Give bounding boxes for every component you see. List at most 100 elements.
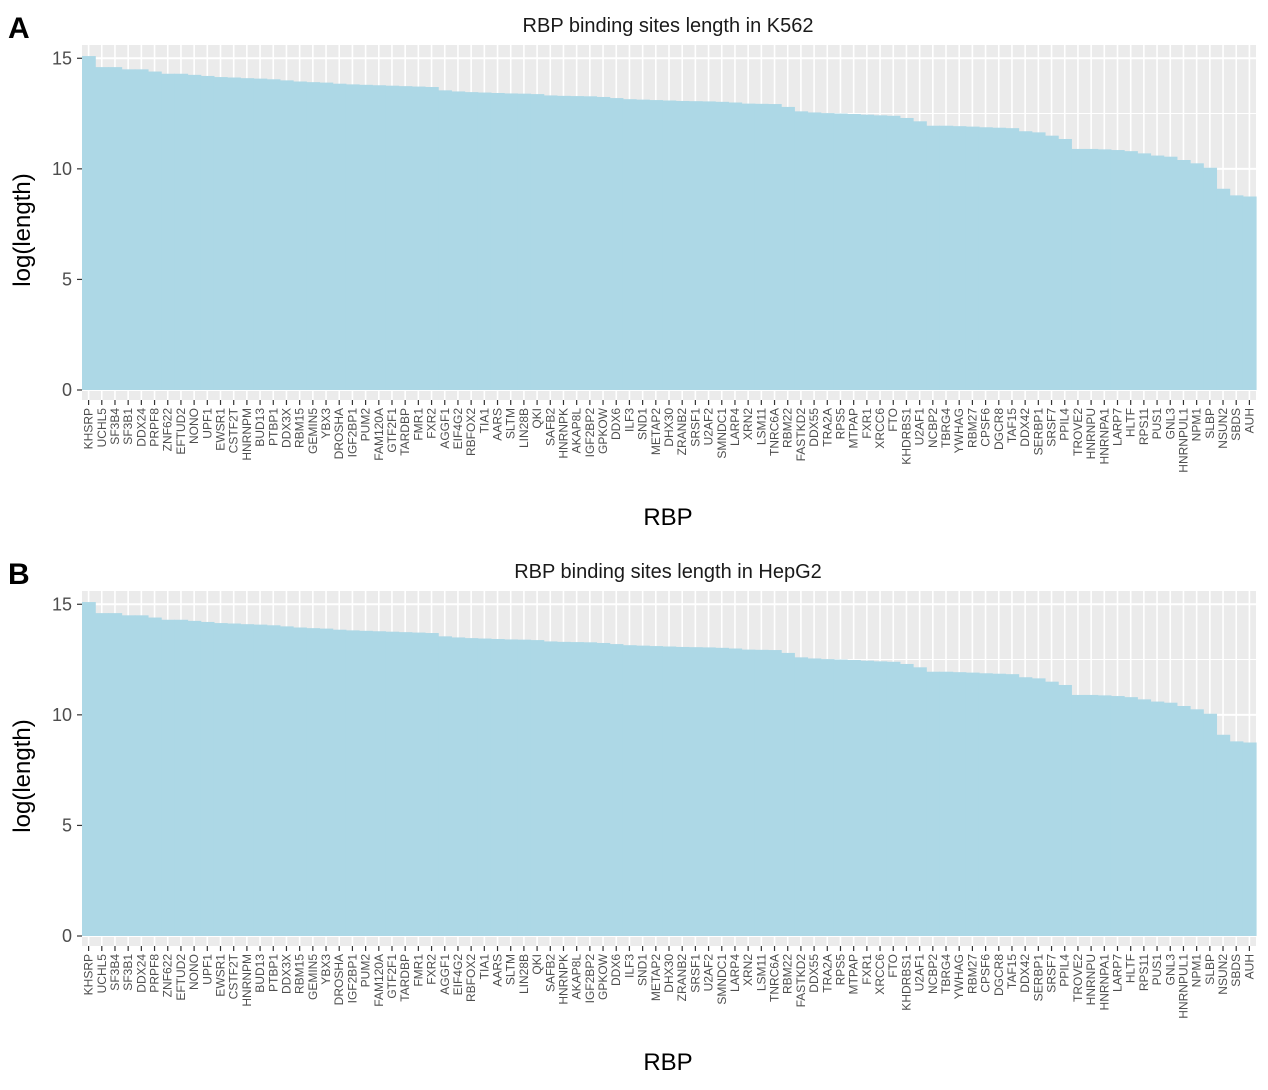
bar-EWSR1 (213, 623, 228, 936)
x-tick-label: SLTM (504, 408, 518, 439)
bar-PRPF8 (147, 617, 162, 936)
bar-TAF15 (1005, 674, 1020, 936)
bar-SLBP (1203, 167, 1218, 390)
bar-XRN2 (741, 649, 756, 936)
bar-TROVE2 (1071, 694, 1086, 936)
x-tick-label: DDX3X (279, 954, 293, 994)
x-tick-label: TIA1 (477, 408, 491, 434)
bar-DDX24 (134, 615, 149, 936)
x-tick-label: DDX42 (1018, 954, 1032, 993)
x-tick-label: LSM11 (754, 954, 768, 991)
bar-NPM1 (1190, 709, 1204, 936)
bar-FXR2 (424, 633, 439, 936)
x-tick-label: DROSHA (332, 408, 346, 459)
x-tick-label: SERBP1 (1031, 954, 1045, 1002)
y-tick-label: 15 (52, 594, 72, 614)
bar-HLTF (1124, 697, 1138, 936)
y-axis-label-a: log(length) (9, 173, 36, 286)
bar-CSTF2T (227, 623, 241, 936)
bar-DDX55 (807, 658, 822, 936)
bar-SLTM (504, 639, 518, 936)
bar-RPS5 (833, 113, 848, 391)
x-tick-label: FASTKD2 (794, 954, 808, 1008)
x-tick-label: EFTUD2 (174, 954, 188, 1001)
x-tick-label: NONO (187, 408, 201, 444)
x-tick-label: GPKOW (596, 953, 610, 1000)
bar-UCHL5 (95, 67, 109, 390)
bar-IGF2BP1 (345, 630, 360, 936)
bar-SLBP (1203, 713, 1218, 936)
x-tick-label: AGGF1 (438, 408, 452, 449)
bar-YBX3 (319, 628, 334, 936)
x-tick-label: DHX30 (662, 408, 676, 447)
bar-SAFB2 (543, 95, 558, 390)
bar-RBM15 (293, 627, 307, 936)
x-tick-label: HNRNPA1 (1097, 954, 1111, 1011)
bar-TNRC6A (767, 104, 782, 390)
x-tick-label: SMNDC1 (715, 954, 729, 1005)
bar-FASTKD2 (794, 111, 809, 390)
x-tick-label: FXR1 (860, 408, 874, 439)
x-tick-label: U2AF1 (913, 408, 927, 446)
bar-TIA1 (477, 638, 492, 936)
x-tick-label: METAP2 (649, 954, 663, 1001)
x-tick-label: SND1 (636, 954, 650, 986)
bar-SLTM (504, 93, 518, 391)
bar-ILF3 (622, 645, 637, 936)
x-tick-label: TBRG4 (939, 408, 953, 448)
x-tick-label: LIN28B (517, 954, 531, 994)
bar-FASTKD2 (794, 657, 809, 936)
x-tick-label: HNRNPM (240, 954, 254, 1007)
bar-SF3B4 (108, 67, 123, 390)
y-tick-label: 5 (62, 815, 72, 835)
x-tick-label: RBM27 (965, 954, 979, 994)
x-tick-label: MTPAP (847, 954, 861, 994)
bar-CPSF6 (978, 127, 993, 391)
x-tick-label: FXR2 (425, 954, 439, 985)
x-tick-label: KHSRP (82, 408, 96, 449)
bar-AUH (1242, 196, 1257, 390)
y-tick-label: 15 (52, 48, 72, 68)
bar-GPKOW (596, 96, 611, 390)
bar-UPF1 (200, 621, 215, 936)
bar-XRCC6 (873, 661, 888, 936)
bar-PTBP1 (266, 79, 281, 391)
bar-SRSF7 (1044, 135, 1059, 390)
x-tick-label: PPIL4 (1058, 408, 1072, 441)
bar-DROSHA (332, 83, 347, 391)
bar-XRN2 (741, 103, 756, 390)
bar-FMR1 (411, 86, 426, 391)
bar-LARP7 (1110, 150, 1125, 390)
bar-HNRNPA1 (1097, 695, 1112, 936)
bar-NSUN2 (1216, 188, 1231, 390)
bar-U2AF1 (913, 121, 927, 390)
bar-HNRNPU (1084, 148, 1099, 390)
x-tick-label: RBM15 (293, 954, 307, 994)
bar-PTBP1 (266, 625, 281, 936)
chart-title-b: RBP binding sites length in HepG2 (514, 561, 822, 583)
bar-SF3B1 (121, 69, 136, 391)
bar-BUD13 (253, 78, 268, 390)
x-tick-label: FXR2 (425, 408, 439, 439)
x-tick-label: NSUN2 (1216, 954, 1230, 995)
bar-LARP4 (728, 648, 743, 936)
x-axis-label-b: RBP (643, 1049, 692, 1076)
x-tick-label: PRPF8 (148, 954, 162, 993)
bar-HNRNPM (240, 78, 255, 390)
x-axis-a: KHSRP UCHL5 SF3B4 SF3B1 DDX24 PRPF8 ZNF622 EFTU… (82, 400, 1256, 473)
x-tick-label: YWHAG (952, 408, 966, 453)
x-tick-label: EWSR1 (214, 408, 228, 451)
bar-LARP7 (1110, 696, 1125, 936)
bar-LSM11 (754, 649, 769, 936)
bars-b (82, 602, 1257, 936)
bar-SRSF1 (688, 647, 703, 936)
bar-U2AF1 (913, 667, 927, 936)
panel-letter-b: B (8, 558, 30, 591)
bar-DROSHA (332, 629, 347, 936)
bar-MTPAP (847, 114, 861, 390)
bar-QKI (530, 94, 545, 390)
bar-RPS11 (1137, 699, 1152, 936)
bar-DGCR8 (992, 673, 1006, 936)
x-tick-label: LARP7 (1110, 408, 1124, 446)
bar-GNL3 (1163, 702, 1178, 936)
